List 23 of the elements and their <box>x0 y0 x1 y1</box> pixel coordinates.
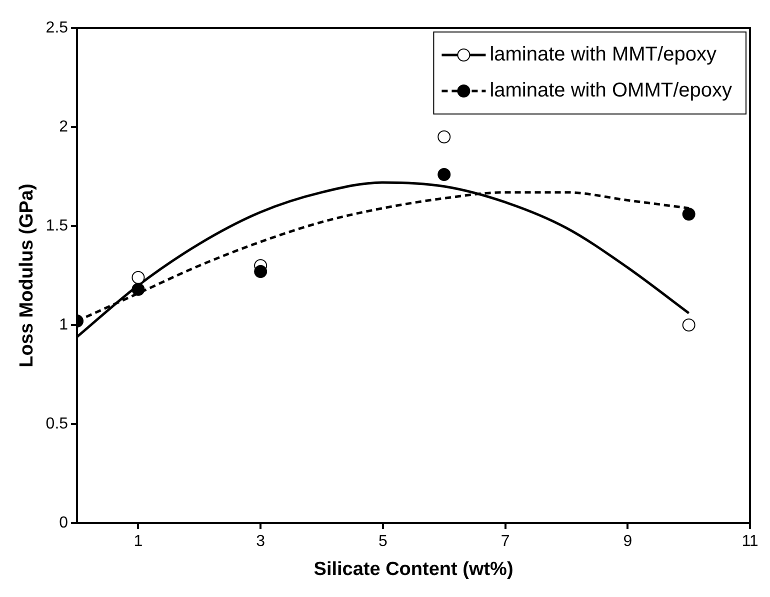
x-tick-label: 7 <box>500 533 510 550</box>
point <box>132 282 145 296</box>
point <box>254 265 268 278</box>
point <box>682 208 696 221</box>
x-tick-label: 9 <box>623 533 632 550</box>
point <box>438 168 451 182</box>
y-tick-label: 1.5 <box>46 217 68 234</box>
x-tick-label: 1 <box>134 533 143 550</box>
x-tick-label: 5 <box>378 533 388 550</box>
x-tick-label: 3 <box>256 533 266 550</box>
point <box>438 130 451 144</box>
x-tick-label: 11 <box>742 533 758 550</box>
point <box>682 318 696 332</box>
legend-label: laminate with MMT/epoxy <box>490 44 716 66</box>
x-axis-title: Silicate Content (wt%) <box>314 558 514 580</box>
point <box>132 270 145 284</box>
y-tick-label: 1 <box>59 316 68 334</box>
y-tick-label: 2 <box>59 118 68 136</box>
y-tick-label: 2.5 <box>46 19 68 36</box>
y-axis-title: Loss Modulus (GPa) <box>16 184 38 368</box>
legend-label: laminate with OMMT/epoxy <box>490 80 732 102</box>
y-tick-label: 0.5 <box>46 415 68 432</box>
y-tick-label: 0 <box>59 514 68 532</box>
